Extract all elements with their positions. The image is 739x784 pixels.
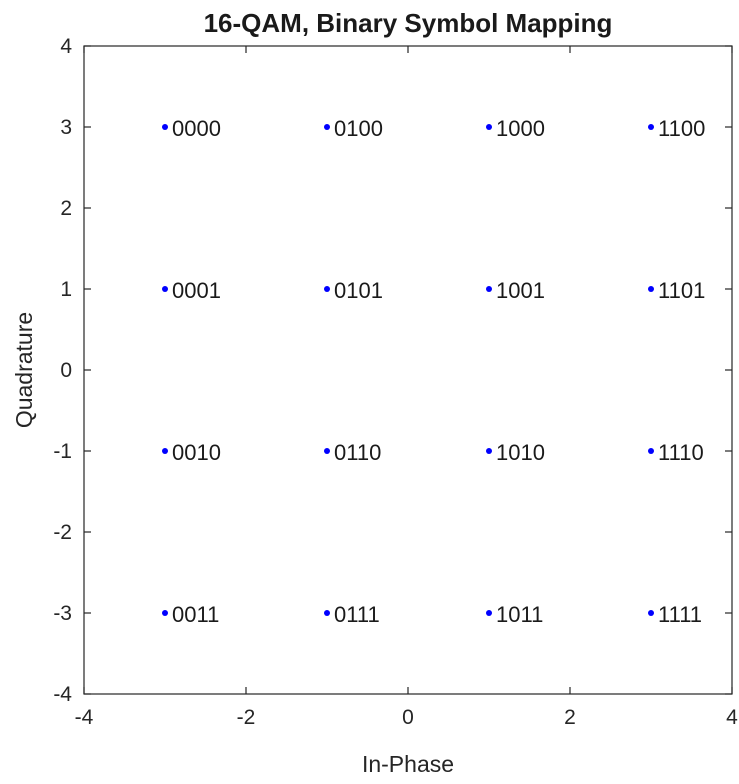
- constellation-point: [648, 124, 654, 130]
- data-points: [162, 124, 654, 616]
- y-axis-label: Quadrature: [11, 312, 37, 428]
- x-tick-label: 2: [564, 706, 576, 729]
- chart-title: 16-QAM, Binary Symbol Mapping: [204, 8, 613, 38]
- symbol-label: 1100: [658, 116, 705, 141]
- constellation-point: [162, 124, 168, 130]
- constellation-point: [162, 448, 168, 454]
- symbol-label: 0110: [334, 440, 381, 465]
- symbol-label: 1010: [496, 440, 545, 465]
- constellation-point: [648, 448, 654, 454]
- symbol-label: 0111: [334, 602, 380, 627]
- axis-tick-labels: -4 -2 0 2 4 -4 -3 -2 -1 0 1 2 3 4: [53, 35, 738, 729]
- x-axis-label: In-Phase: [362, 751, 454, 777]
- y-tick-label: -2: [53, 521, 72, 544]
- constellation-point: [162, 286, 168, 292]
- symbol-label: 0011: [172, 602, 219, 627]
- y-tick-label: 4: [60, 35, 72, 58]
- symbol-label: 0010: [172, 440, 221, 465]
- y-tick-label: -1: [53, 440, 72, 463]
- symbol-label: 1011: [496, 602, 543, 627]
- symbol-label: 1000: [496, 116, 545, 141]
- y-tick-label: 0: [60, 359, 72, 382]
- y-tick-label: 3: [60, 116, 72, 139]
- symbol-label: 0101: [334, 278, 383, 303]
- constellation-point: [486, 286, 492, 292]
- x-tick-label: -2: [237, 706, 256, 729]
- symbol-label: 0000: [172, 116, 221, 141]
- y-tick-label: -4: [53, 683, 72, 706]
- constellation-point: [162, 610, 168, 616]
- constellation-point: [486, 124, 492, 130]
- constellation-point: [486, 610, 492, 616]
- symbol-label: 1001: [496, 278, 545, 303]
- symbol-label: 1101: [658, 278, 705, 303]
- constellation-point: [324, 124, 330, 130]
- constellation-point: [324, 448, 330, 454]
- axis-ticks: [83, 45, 733, 695]
- y-tick-label: -3: [53, 602, 72, 625]
- data-point-labels: 0000 0001 0010 0011 0100 0101 0110 0111 1000 1001…: [172, 116, 705, 627]
- symbol-label: 0100: [334, 116, 383, 141]
- symbol-label: 0001: [172, 278, 221, 303]
- x-tick-label: -4: [75, 706, 94, 729]
- constellation-point: [486, 448, 492, 454]
- y-tick-label: 1: [60, 278, 72, 301]
- symbol-label: 1111: [658, 602, 702, 627]
- x-tick-label: 0: [402, 706, 414, 729]
- constellation-point: [324, 610, 330, 616]
- constellation-point: [648, 286, 654, 292]
- constellation-point: [324, 286, 330, 292]
- symbol-label: 1110: [658, 440, 704, 465]
- x-tick-label: 4: [726, 706, 738, 729]
- plot-frame: [83, 45, 733, 695]
- constellation-point: [648, 610, 654, 616]
- y-tick-label: 2: [60, 197, 72, 220]
